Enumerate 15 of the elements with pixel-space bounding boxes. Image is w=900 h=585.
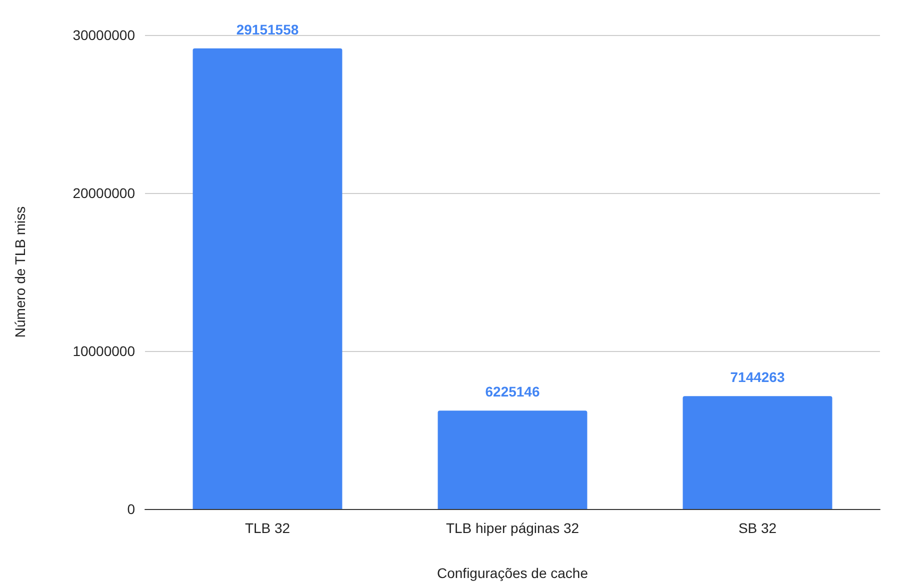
data-label: 6225146 [485,384,540,400]
y-tick-label: 20000000 [72,185,136,201]
y-tick-label: 0 [127,501,136,517]
x-tick-label: SB 32 [738,520,777,536]
y-tick-label: 10000000 [72,343,136,359]
x-axis-title: Configurações de cache [437,565,588,581]
y-tick-label: 30000000 [72,27,136,43]
data-label: 29151558 [236,21,299,38]
bar [682,396,832,509]
x-tick-label: TLB 32 [244,520,290,536]
x-tick-label: TLB hiper páginas 32 [446,520,580,536]
data-label: 7144263 [730,369,785,386]
bar [192,48,342,509]
bar [438,410,588,509]
y-axis-title: Número de TLB miss [12,206,28,338]
